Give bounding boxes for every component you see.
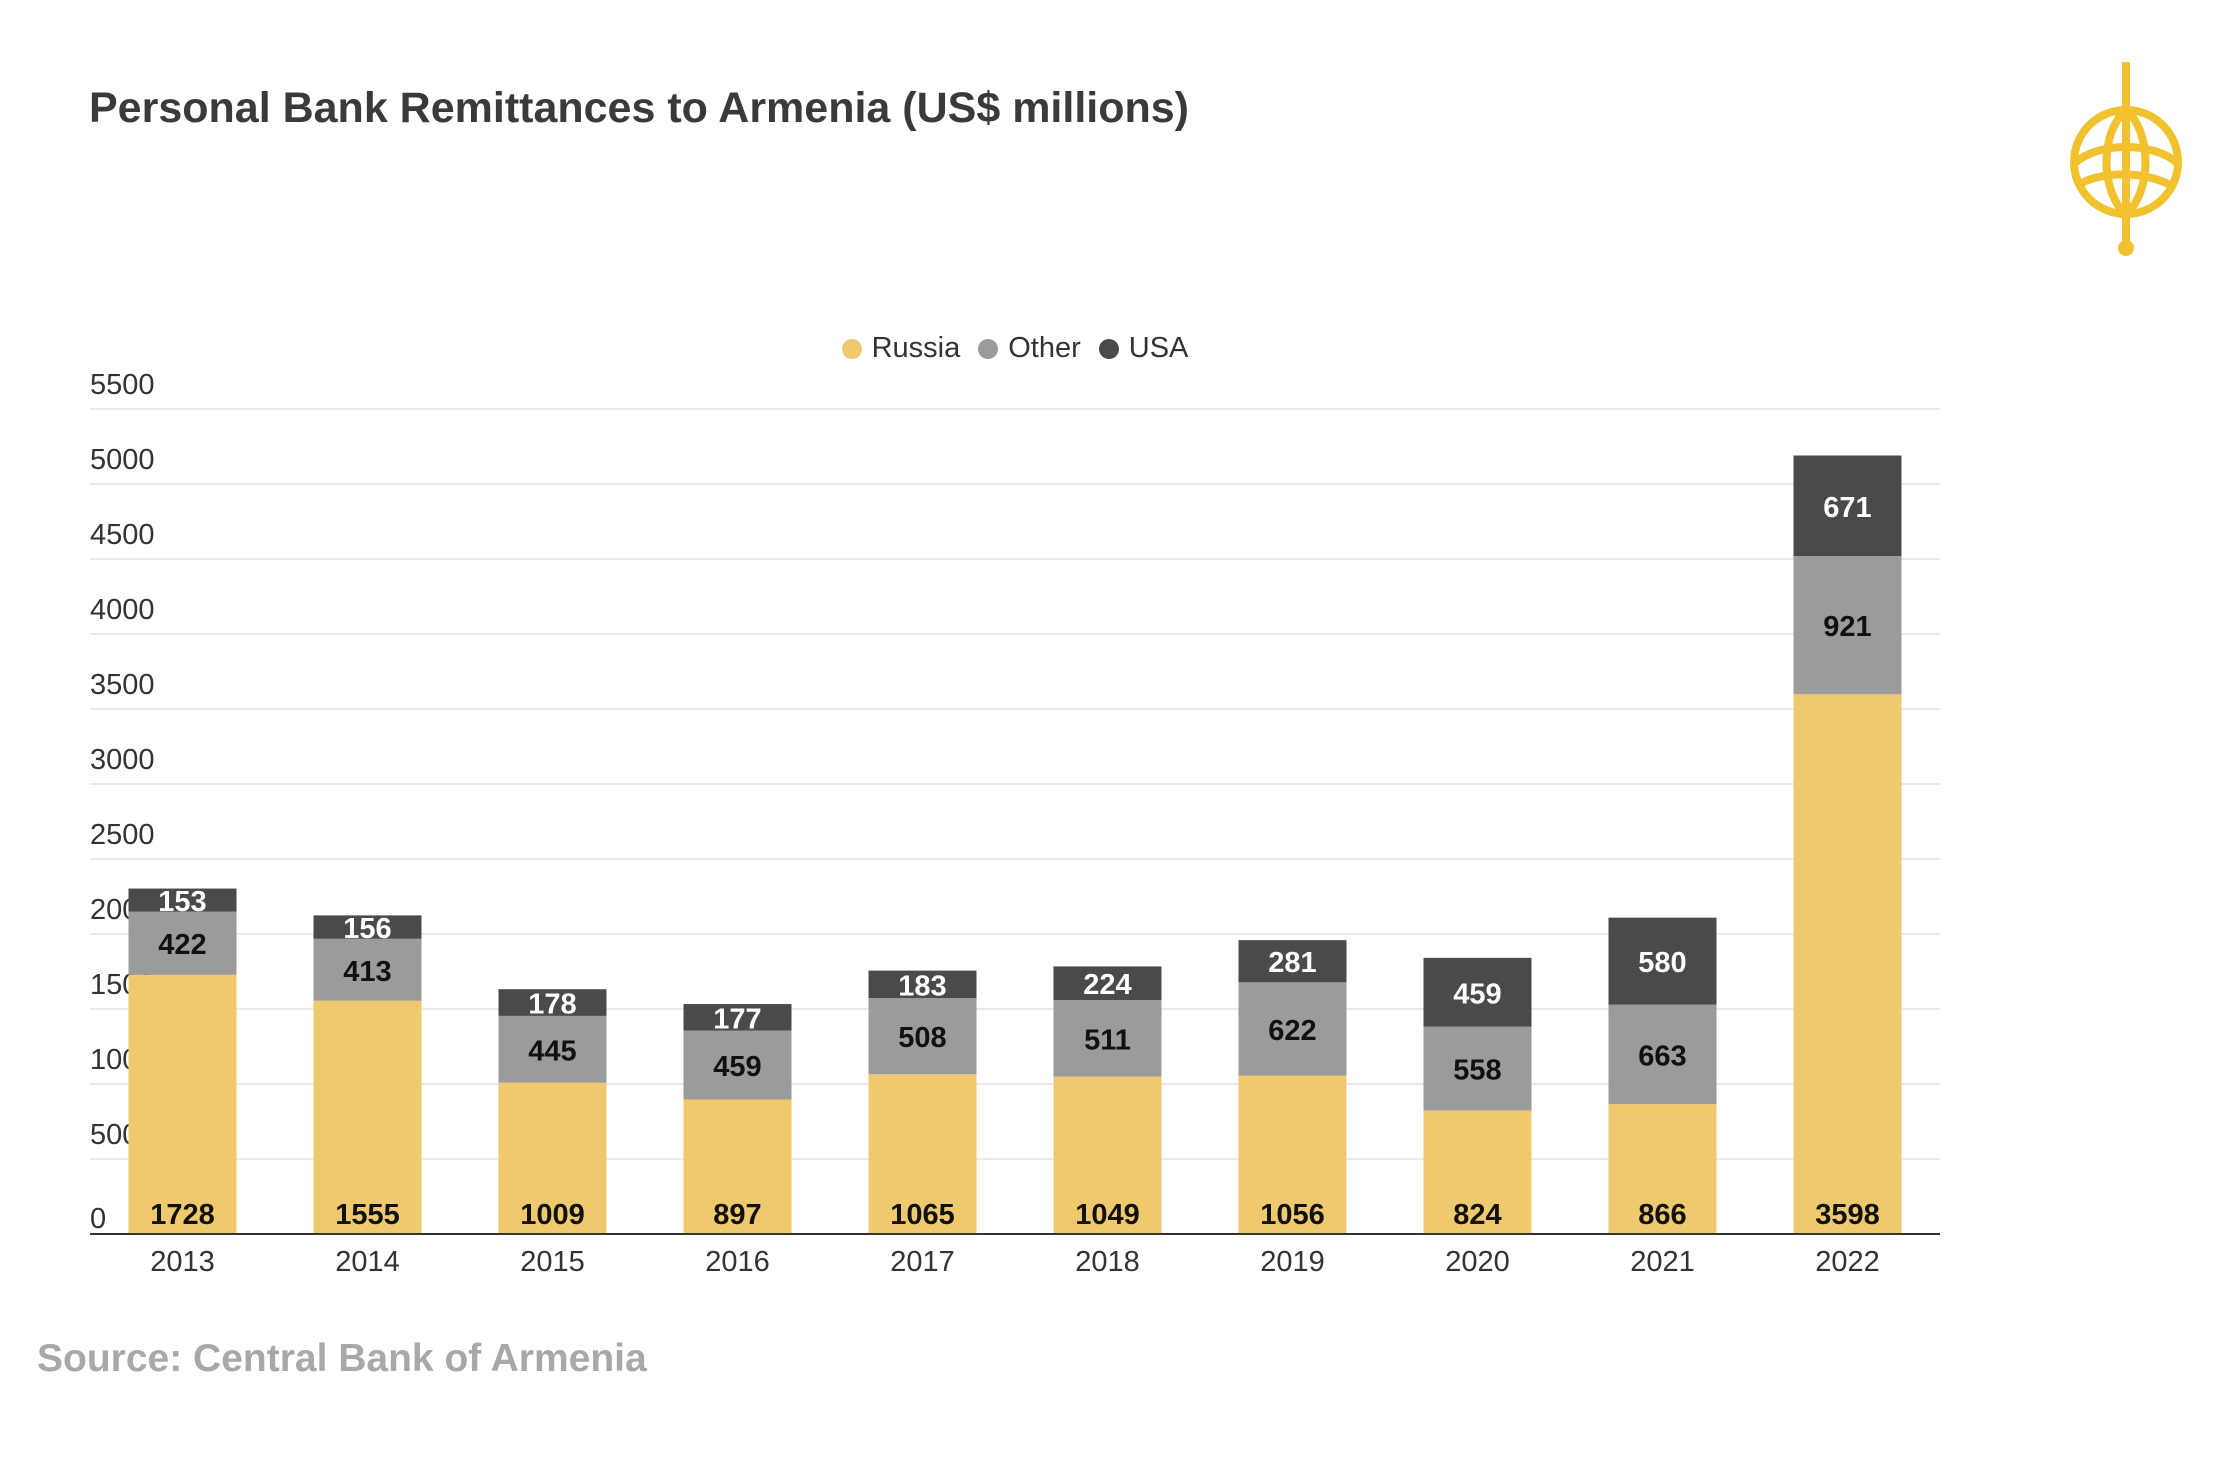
data-label: 622 [1268,1015,1316,1047]
data-label: 866 [1638,1199,1686,1231]
data-label: 3598 [1815,1199,1880,1231]
legend-swatch [841,338,862,359]
data-label: 671 [1823,492,1871,524]
y-tick-label: 5000 [90,444,155,476]
bar-usa [498,989,607,1016]
legend-label: USA [1128,332,1189,364]
data-label: 459 [1453,978,1501,1010]
data-label: 422 [158,929,206,961]
bar-russia [1238,1075,1347,1234]
bar-usa [313,915,422,939]
bar-russia [313,1000,422,1234]
x-tick-label: 2013 [150,1246,215,1278]
chart-title: Personal Bank Remittances to Armenia (US… [89,84,1189,132]
bar-russia [1608,1104,1717,1234]
data-label: 921 [1823,611,1871,643]
x-tick-label: 2014 [335,1246,400,1278]
bar-russia [1423,1110,1532,1234]
data-label: 178 [528,989,576,1021]
data-label: 1728 [150,1199,215,1231]
bar-usa [128,888,237,912]
chart-plot: 0500100015002000250030003500400045005000… [90,369,1940,1278]
bar-other [1608,1004,1717,1105]
bar-other [1793,556,1902,695]
bar-russia [868,1074,977,1234]
bar-other [1053,1000,1162,1077]
legend-item-other: Other [978,332,1081,365]
bar-usa [1423,957,1532,1027]
legend-label: Other [1008,332,1081,364]
bar-usa [1238,940,1347,983]
y-tick-label: 5500 [90,369,155,401]
x-tick-label: 2021 [1630,1246,1695,1278]
y-tick-label: 3000 [90,744,155,776]
legend-item-russia: Russia [841,332,961,365]
logo-icon [2070,62,2182,256]
bar-usa [1053,966,1162,1000]
legend-label: Russia [871,332,961,364]
data-label: 177 [713,1003,761,1035]
source-note: Source: Central Bank of Armenia [37,1337,647,1380]
x-tick-label: 2022 [1815,1246,1880,1278]
data-label: 156 [343,913,391,945]
bar-other [683,1030,792,1100]
bar-other [498,1015,607,1083]
bar-russia [128,974,237,1234]
data-label: 183 [898,970,946,1002]
data-label: 1009 [520,1199,585,1231]
y-tick-label: 0 [90,1203,106,1235]
legend-swatch [978,338,999,359]
bar-usa [1793,455,1902,557]
y-tick-label: 4000 [90,594,155,626]
y-tick-label: 3500 [90,669,155,701]
data-label: 1065 [890,1199,955,1231]
data-label: 663 [1638,1040,1686,1072]
data-label: 580 [1638,947,1686,979]
data-label: 459 [713,1051,761,1083]
bar-usa [868,970,977,999]
data-label: 558 [1453,1055,1501,1087]
bar-other [868,998,977,1075]
data-label: 445 [528,1035,576,1067]
bar-russia [1793,694,1902,1234]
y-tick-label: 4500 [90,519,155,551]
x-tick-label: 2016 [705,1246,770,1278]
data-label: 897 [713,1199,761,1231]
bar-other [1238,982,1347,1076]
x-tick-label: 2017 [890,1246,955,1278]
data-label: 1056 [1260,1199,1325,1231]
legend-swatch [1098,338,1119,359]
data-label: 413 [343,956,391,988]
data-label: 153 [158,886,206,918]
data-label: 511 [1084,1024,1131,1056]
bar-russia [498,1082,607,1234]
bar-other [128,911,237,975]
y-tick-label: 2500 [90,819,155,851]
bar-russia [683,1099,792,1234]
bar-other [313,938,422,1001]
legend: Russia Other USA [0,332,2030,365]
data-label: 224 [1083,969,1131,1001]
x-tick-label: 2020 [1445,1246,1510,1278]
data-label: 1555 [335,1199,400,1231]
data-label: 281 [1268,947,1316,979]
x-tick-label: 2019 [1260,1246,1325,1278]
data-label: 1049 [1075,1199,1140,1231]
bar-usa [683,1004,792,1031]
x-tick-label: 2015 [520,1246,585,1278]
data-label: 824 [1453,1199,1501,1231]
bar-russia [1053,1076,1162,1234]
data-label: 508 [898,1022,946,1054]
bar-other [1423,1026,1532,1111]
x-tick-label: 2018 [1075,1246,1140,1278]
legend-item-usa: USA [1098,332,1189,365]
bar-usa [1608,917,1717,1005]
